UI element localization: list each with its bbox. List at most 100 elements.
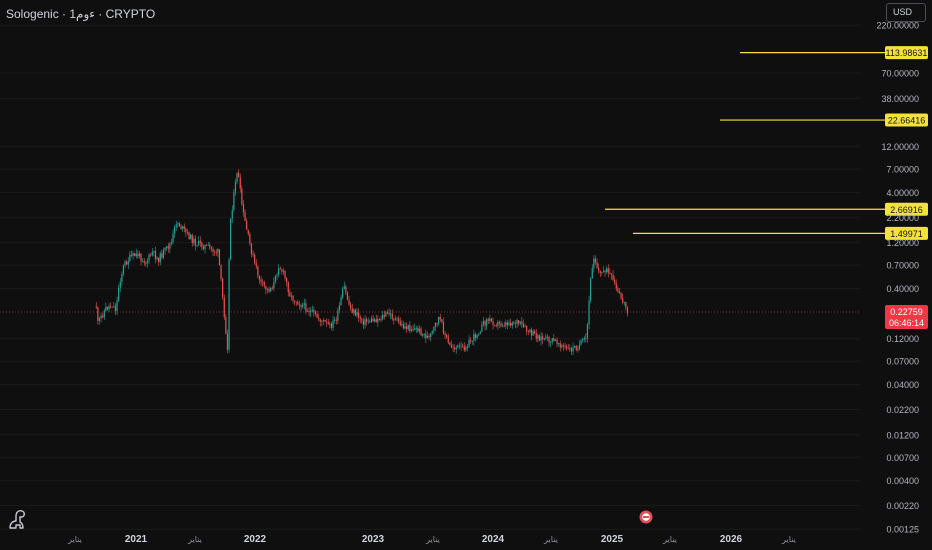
- candle-body: [222, 278, 224, 298]
- candle-body: [564, 346, 566, 347]
- candle-body: [231, 210, 233, 219]
- candle-body: [382, 315, 384, 320]
- candle-body: [226, 333, 229, 350]
- candle-body: [596, 262, 598, 269]
- candle-body: [585, 337, 587, 339]
- candle-body: [470, 339, 472, 342]
- candle-body: [142, 261, 144, 262]
- candle-body: [254, 254, 256, 264]
- level-price-label: 22.66416: [888, 116, 926, 126]
- candle-body: [122, 265, 125, 274]
- candle-body: [223, 297, 225, 317]
- candle-body: [164, 247, 166, 251]
- candle-body: [407, 324, 409, 329]
- candle-body: [529, 329, 531, 332]
- level-price-label: 2.66916: [890, 205, 923, 215]
- candle-body: [460, 345, 462, 347]
- candle-body: [174, 226, 176, 234]
- candle-body: [258, 275, 261, 280]
- y-tick-label: 0.00700: [886, 453, 919, 463]
- candle-body: [433, 326, 435, 331]
- y-tick-label: 7.00000: [886, 165, 919, 175]
- candle-body: [521, 321, 523, 325]
- candle-body: [510, 322, 512, 326]
- candle-body: [190, 234, 192, 240]
- candle-body: [511, 322, 513, 326]
- x-tick-label: 2025: [601, 534, 624, 545]
- candle-body: [522, 324, 525, 327]
- candle-body: [273, 282, 275, 289]
- current-price-tag: 0.22759 06:46:14: [885, 305, 928, 329]
- candle-body: [442, 322, 445, 334]
- candle-body: [322, 320, 325, 321]
- candle-body: [449, 342, 451, 346]
- candle-body: [458, 345, 461, 347]
- candle-body: [313, 310, 315, 313]
- candle-body: [593, 258, 595, 269]
- candle-body: [410, 329, 413, 331]
- candle-body: [311, 310, 313, 312]
- candle-body: [495, 325, 497, 327]
- candle-body: [188, 232, 190, 240]
- candle-body: [362, 320, 365, 325]
- candle-body: [102, 315, 104, 318]
- candle-body: [562, 345, 565, 347]
- candle-body: [502, 325, 504, 327]
- candle-body: [186, 232, 189, 233]
- candle-body: [351, 308, 353, 313]
- x-axis: يناير 2021 يناير 2022 2023 يناير 2024 يناير 2025…: [67, 534, 796, 545]
- candle-body: [612, 274, 614, 280]
- candle-body: [606, 268, 608, 272]
- event-flag-icon[interactable]: [639, 510, 653, 524]
- candle-body: [191, 234, 193, 243]
- candle-body: [542, 336, 544, 340]
- currency-button[interactable]: USD: [886, 3, 926, 22]
- candle-body: [214, 251, 216, 253]
- candle-body: [466, 347, 469, 348]
- candle-body: [175, 224, 177, 227]
- candle-body: [137, 253, 139, 257]
- candle-body: [321, 320, 323, 322]
- candle-body: [455, 347, 457, 350]
- candle-body: [622, 298, 624, 303]
- candle-body: [159, 253, 161, 263]
- candle-body: [207, 244, 209, 246]
- candle-body: [206, 244, 208, 246]
- candle-body: [538, 335, 541, 341]
- candle-body: [198, 240, 200, 246]
- candle-body: [217, 249, 219, 253]
- candle-body: [148, 254, 150, 261]
- candle-body: [481, 324, 483, 332]
- candle-body: [474, 334, 477, 338]
- candle-body: [446, 335, 448, 338]
- bar-countdown-label: 06:46:14: [889, 318, 924, 328]
- candle-body: [246, 221, 248, 230]
- candle-body: [162, 250, 165, 258]
- candle-body: [602, 270, 605, 273]
- candle-body: [244, 212, 246, 222]
- candle-body: [537, 335, 539, 339]
- candle-body: [121, 273, 123, 282]
- candle-body: [180, 226, 182, 229]
- candle-body: [391, 313, 393, 320]
- candle-body: [572, 347, 574, 352]
- candle-body: [369, 321, 371, 323]
- candle-body: [242, 204, 245, 213]
- candle-body: [380, 319, 382, 320]
- candle-body: [570, 348, 573, 352]
- candle-body: [126, 261, 128, 265]
- candle-body: [598, 268, 600, 271]
- candle-body: [316, 314, 318, 318]
- candle-body: [546, 336, 549, 338]
- candle-body: [498, 321, 501, 324]
- candle-body: [559, 343, 561, 348]
- symbol-title[interactable]: Sologenic · 1ءوم · CRYPTO: [6, 7, 156, 21]
- candle-body: [450, 345, 453, 348]
- level-price-tag: [885, 113, 928, 127]
- candle-body: [516, 320, 518, 324]
- candle-body: [473, 334, 475, 341]
- candle-body: [196, 245, 198, 246]
- y-tick-label: 0.12000: [886, 334, 919, 344]
- candle-body: [268, 288, 270, 292]
